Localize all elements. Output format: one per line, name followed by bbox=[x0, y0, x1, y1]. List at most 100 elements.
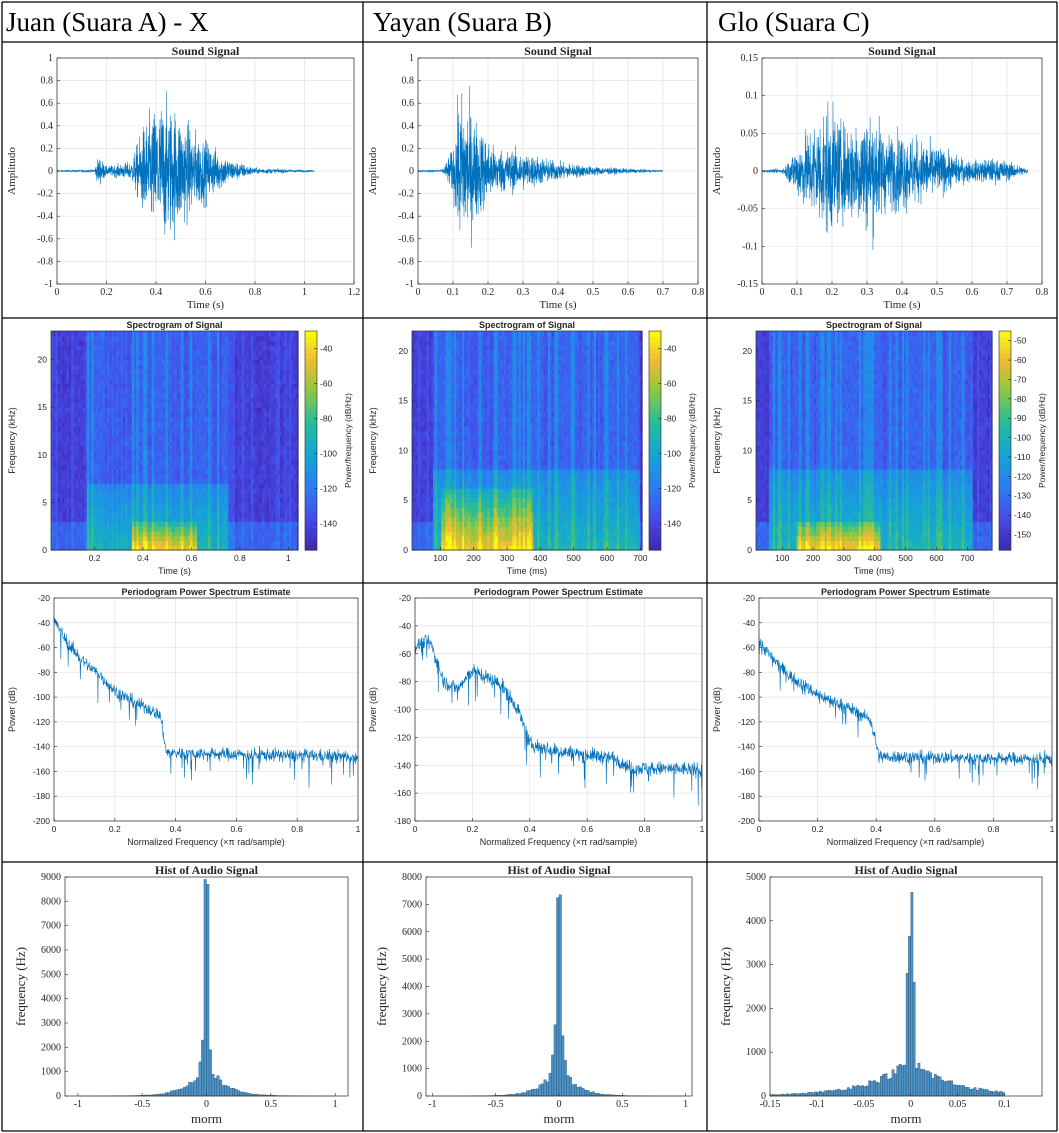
spectrogram-cell bbox=[205, 378, 209, 384]
spectrogram-cell bbox=[134, 530, 137, 537]
spectrogram-cell bbox=[95, 535, 99, 542]
spectrogram-cell bbox=[257, 526, 261, 532]
spectrogram-cell bbox=[205, 388, 209, 394]
spectrogram-cell bbox=[64, 497, 68, 503]
spectrogram-cell bbox=[196, 388, 200, 394]
spectrogram-cell bbox=[280, 359, 283, 365]
spectrogram-cell bbox=[183, 516, 187, 523]
spectrogram-cell bbox=[275, 450, 279, 456]
spectrogram-cell bbox=[93, 331, 97, 337]
spectrogram-cell bbox=[212, 331, 216, 337]
spectrogram-cell bbox=[241, 473, 245, 480]
spectrogram-cell bbox=[82, 488, 86, 494]
spectrogram-cell bbox=[134, 397, 137, 404]
spectrogram-cell bbox=[199, 521, 203, 527]
spectrogram-cell bbox=[84, 345, 88, 351]
spectrogram-cell bbox=[248, 416, 252, 423]
spectrogram-cell bbox=[59, 488, 63, 494]
spectrogram-cell bbox=[71, 526, 75, 532]
spectrogram-cell bbox=[264, 464, 268, 470]
spectrogram-cell bbox=[190, 535, 194, 542]
spectrogram-cell bbox=[275, 526, 279, 532]
spectrogram-cell bbox=[235, 478, 238, 484]
spectrogram-cell bbox=[170, 345, 173, 351]
spectrogram-cell bbox=[84, 464, 88, 470]
spectrogram-cell bbox=[89, 450, 93, 456]
spectrogram-cell bbox=[149, 392, 153, 399]
spectrogram-cell bbox=[208, 526, 212, 532]
spectrogram-cell bbox=[122, 359, 126, 365]
spectrogram-cell bbox=[147, 359, 151, 365]
spectrogram-cell bbox=[122, 331, 126, 337]
spectrogram-cell bbox=[64, 373, 68, 380]
spectrogram-cell bbox=[199, 454, 203, 461]
spectrogram-cell bbox=[113, 421, 117, 427]
spectrogram-cell bbox=[271, 397, 274, 404]
spectrogram-cell bbox=[57, 488, 61, 494]
spectrogram-cell bbox=[255, 469, 259, 475]
spectrogram-cell bbox=[273, 435, 277, 442]
spectrogram-cell bbox=[55, 388, 59, 394]
spectrogram-cell bbox=[149, 359, 153, 365]
spectrogram-cell bbox=[66, 483, 70, 489]
spectrogram-cell bbox=[221, 478, 225, 484]
spectrogram-cell bbox=[250, 350, 254, 356]
spectrogram-cell bbox=[217, 416, 221, 423]
spectrogram-cell bbox=[136, 388, 140, 394]
spectrogram-cell bbox=[210, 331, 214, 337]
spectrogram-cell bbox=[127, 450, 131, 456]
spectrogram-cell bbox=[152, 497, 155, 503]
spectrogram-cell bbox=[212, 450, 216, 456]
spectrogram-cell bbox=[228, 402, 232, 408]
spectrogram-cell bbox=[282, 359, 286, 365]
spectrogram-cell bbox=[257, 478, 261, 484]
spectrogram-cell bbox=[217, 459, 221, 465]
spectrogram-cell bbox=[262, 354, 265, 361]
spectrogram-cell bbox=[149, 369, 153, 375]
spectrogram-cell bbox=[280, 478, 283, 484]
spectrogram-cell bbox=[154, 402, 158, 408]
spectrogram-cell bbox=[136, 478, 140, 484]
spectrogram-cell bbox=[111, 530, 115, 537]
spectrogram-cell bbox=[86, 421, 90, 427]
spectrogram-cell bbox=[152, 397, 155, 404]
spectrogram-cell bbox=[109, 426, 113, 432]
spectrogram-cell bbox=[165, 497, 169, 503]
spectrogram-cell bbox=[253, 473, 256, 480]
spectrogram-cell bbox=[181, 350, 185, 356]
spectrogram-cell bbox=[156, 340, 160, 346]
spectrogram-cell bbox=[194, 530, 198, 537]
spectrogram-cell bbox=[241, 454, 245, 461]
spectrogram-cell bbox=[235, 435, 238, 442]
spectrogram-cell bbox=[199, 430, 203, 437]
spectrogram-cell bbox=[122, 369, 126, 375]
spectrogram-cell bbox=[62, 340, 66, 346]
spectrogram-cell bbox=[167, 350, 171, 356]
spectrogram-cell bbox=[264, 392, 268, 399]
spectrogram-cell bbox=[68, 483, 72, 489]
spectrogram-cell bbox=[271, 335, 274, 342]
spectrogram-cell bbox=[134, 454, 137, 461]
spectrogram-cell bbox=[66, 421, 70, 427]
spectrogram-cell bbox=[68, 454, 72, 461]
spectrogram-cell bbox=[120, 378, 124, 384]
y-tick-label: -0.6 bbox=[37, 234, 53, 245]
spectrogram-cell bbox=[116, 540, 119, 546]
spectrogram-cell bbox=[199, 426, 203, 432]
spectrogram-cell bbox=[57, 516, 61, 523]
spectrogram-cell bbox=[104, 397, 108, 404]
spectrogram-cell bbox=[118, 445, 122, 451]
spectrogram-cell bbox=[170, 492, 173, 499]
spectrogram-cell bbox=[208, 516, 212, 523]
spectrogram-cell bbox=[241, 526, 245, 532]
spectrogram-cell bbox=[86, 397, 90, 404]
spectrogram-cell bbox=[109, 407, 113, 413]
spectrogram-cell bbox=[201, 488, 205, 494]
spectrogram-cell bbox=[107, 469, 110, 475]
spectrogram-cell bbox=[255, 483, 259, 489]
spectrogram-cell bbox=[156, 454, 160, 461]
spectrogram-cell bbox=[127, 369, 131, 375]
spectrogram-cell bbox=[98, 340, 101, 346]
spectrogram-cell bbox=[255, 426, 259, 432]
spectrogram-cell bbox=[71, 545, 75, 551]
